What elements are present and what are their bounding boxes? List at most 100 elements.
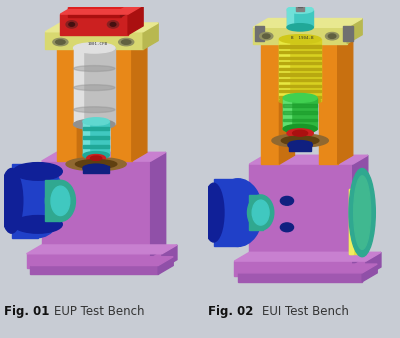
Ellipse shape: [87, 154, 106, 162]
Polygon shape: [238, 264, 377, 273]
Polygon shape: [338, 29, 353, 164]
Polygon shape: [362, 264, 377, 282]
Bar: [83, 121, 89, 155]
Bar: [287, 10, 293, 27]
Ellipse shape: [203, 183, 224, 242]
Bar: [45, 32, 143, 49]
Ellipse shape: [119, 39, 134, 46]
Bar: [280, 39, 289, 101]
Bar: [30, 266, 158, 274]
Ellipse shape: [287, 6, 313, 14]
Ellipse shape: [53, 39, 68, 46]
Bar: [253, 27, 347, 44]
Ellipse shape: [76, 160, 117, 168]
Polygon shape: [151, 152, 166, 257]
Polygon shape: [319, 29, 353, 38]
Bar: [287, 10, 313, 27]
Bar: [289, 142, 312, 151]
Ellipse shape: [280, 35, 321, 44]
Ellipse shape: [248, 195, 274, 230]
Bar: [255, 26, 264, 41]
Polygon shape: [68, 0, 136, 8]
Ellipse shape: [283, 124, 317, 133]
Ellipse shape: [83, 118, 109, 125]
Bar: [280, 84, 321, 87]
Bar: [283, 111, 317, 114]
Bar: [83, 121, 109, 155]
Ellipse shape: [272, 134, 328, 147]
Bar: [68, 8, 120, 17]
Bar: [298, 4, 302, 7]
Text: EUI Test Bench: EUI Test Bench: [262, 305, 349, 318]
Polygon shape: [60, 5, 143, 14]
Bar: [349, 189, 353, 254]
Ellipse shape: [14, 216, 62, 233]
Ellipse shape: [280, 223, 294, 232]
Ellipse shape: [74, 85, 115, 91]
Ellipse shape: [74, 43, 115, 53]
Ellipse shape: [51, 186, 70, 216]
Polygon shape: [26, 245, 177, 254]
Ellipse shape: [287, 24, 313, 31]
Bar: [280, 39, 321, 101]
Polygon shape: [143, 23, 158, 49]
Polygon shape: [253, 19, 362, 27]
Bar: [283, 98, 291, 129]
Ellipse shape: [349, 168, 375, 257]
Polygon shape: [353, 155, 368, 264]
Ellipse shape: [328, 34, 336, 39]
Ellipse shape: [288, 141, 312, 149]
Text: EUP Test Bench: EUP Test Bench: [54, 305, 144, 318]
Polygon shape: [111, 35, 147, 44]
Text: Fig. 01: Fig. 01: [4, 305, 49, 318]
Polygon shape: [120, 0, 136, 17]
Ellipse shape: [122, 40, 131, 44]
Ellipse shape: [214, 179, 262, 246]
Polygon shape: [77, 35, 92, 161]
Ellipse shape: [0, 168, 23, 233]
Bar: [261, 38, 280, 164]
Bar: [343, 26, 353, 41]
Bar: [249, 164, 353, 264]
Ellipse shape: [280, 196, 294, 205]
Polygon shape: [128, 5, 143, 35]
Polygon shape: [45, 23, 158, 32]
Bar: [280, 96, 321, 98]
Ellipse shape: [326, 32, 339, 40]
Bar: [234, 261, 366, 276]
Ellipse shape: [74, 107, 115, 113]
Ellipse shape: [74, 119, 115, 129]
Bar: [296, 5, 304, 11]
Bar: [283, 98, 317, 129]
Ellipse shape: [66, 158, 126, 171]
Bar: [349, 189, 358, 254]
Bar: [74, 48, 115, 124]
Ellipse shape: [283, 94, 317, 102]
Polygon shape: [366, 252, 381, 276]
Bar: [280, 62, 321, 65]
Ellipse shape: [281, 136, 319, 145]
Ellipse shape: [287, 129, 313, 138]
Ellipse shape: [69, 23, 74, 26]
Bar: [12, 164, 38, 238]
Bar: [42, 161, 151, 257]
Bar: [45, 180, 60, 221]
Polygon shape: [347, 19, 362, 44]
Ellipse shape: [90, 156, 102, 161]
Polygon shape: [261, 29, 294, 38]
Polygon shape: [234, 252, 381, 261]
Ellipse shape: [74, 66, 115, 71]
Ellipse shape: [83, 164, 109, 173]
Ellipse shape: [252, 200, 269, 225]
Ellipse shape: [354, 176, 371, 249]
Ellipse shape: [260, 32, 273, 40]
Bar: [283, 104, 317, 107]
Polygon shape: [132, 35, 147, 161]
Text: B  1904-B: B 1904-B: [291, 35, 313, 40]
Polygon shape: [280, 29, 294, 164]
Bar: [83, 166, 109, 173]
Bar: [280, 51, 321, 53]
Bar: [280, 90, 321, 92]
Ellipse shape: [14, 163, 62, 180]
Polygon shape: [162, 245, 177, 268]
